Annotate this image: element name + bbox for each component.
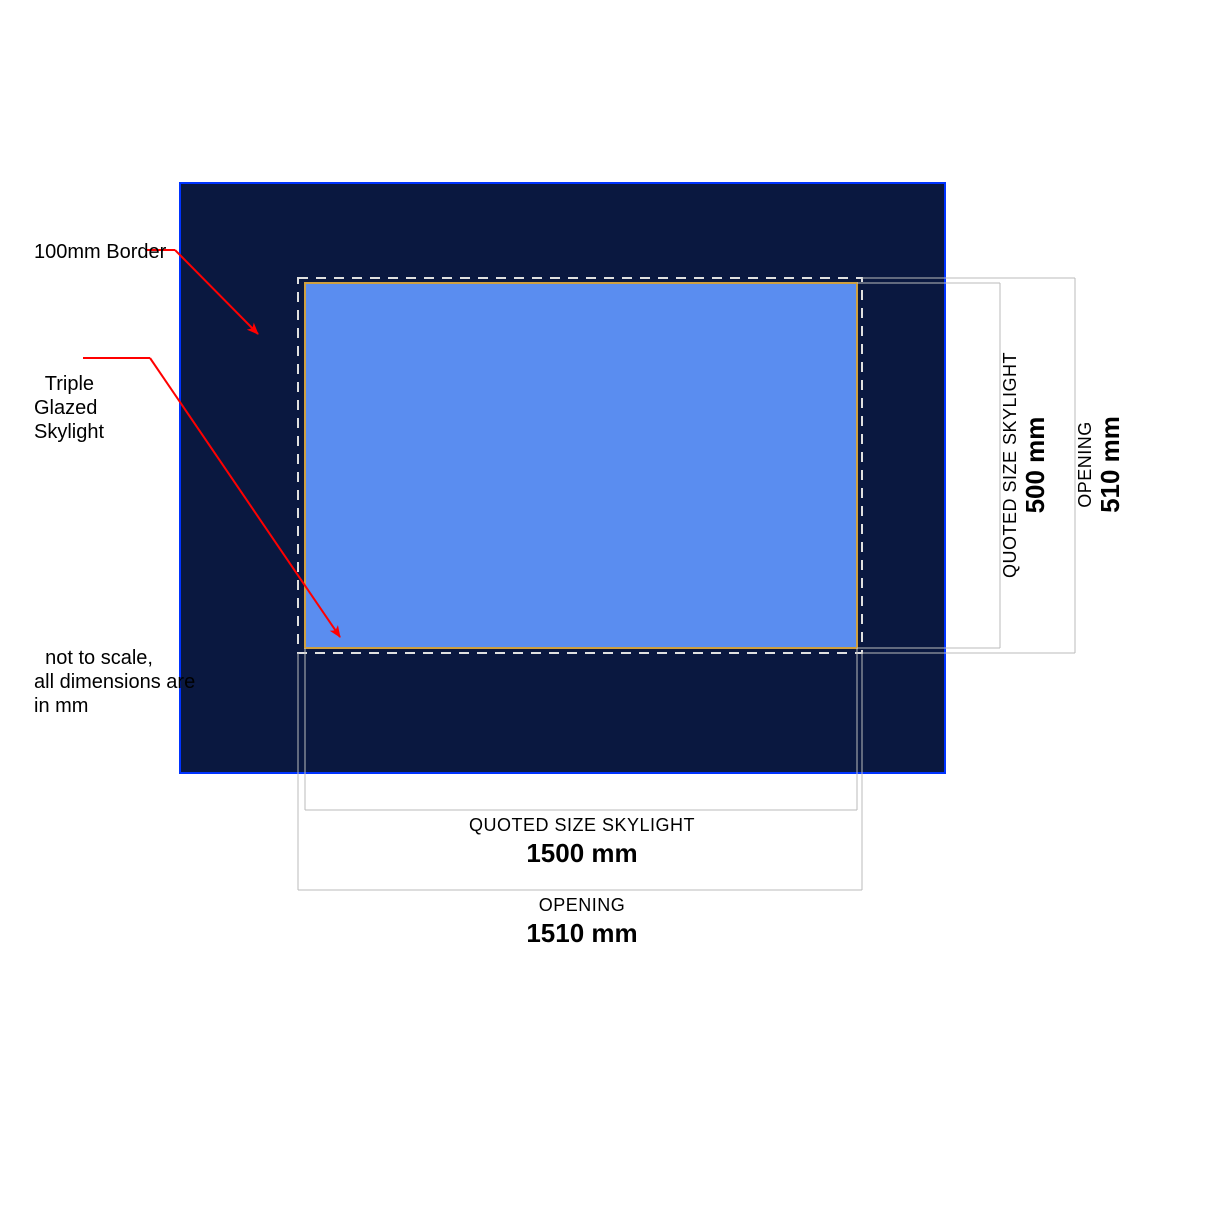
dim-bottom-inner-title: QUOTED SIZE SKYLIGHT xyxy=(0,815,1164,837)
skylight-glass-rect xyxy=(305,283,857,648)
callout-note-label: not to scale, all dimensions are in mm xyxy=(34,622,195,718)
dim-right-inner: QUOTED SIZE SKYLIGHT 500 mm xyxy=(1000,285,1051,645)
callout-note-text: not to scale, all dimensions are in mm xyxy=(34,647,195,717)
dim-bottom-outer-value: 1510 mm xyxy=(0,918,1164,949)
dim-bottom-outer-title: OPENING xyxy=(0,895,1164,917)
dim-right-outer: OPENING 510 mm xyxy=(1075,277,1126,652)
callout-glazed-label: Triple Glazed Skylight xyxy=(34,348,104,444)
callout-glazed-text: Triple Glazed Skylight xyxy=(34,373,104,443)
dim-bottom-inner-value: 1500 mm xyxy=(0,838,1164,869)
callout-border-label: 100mm Border xyxy=(34,240,166,264)
callout-border-text: 100mm Border xyxy=(34,241,166,263)
